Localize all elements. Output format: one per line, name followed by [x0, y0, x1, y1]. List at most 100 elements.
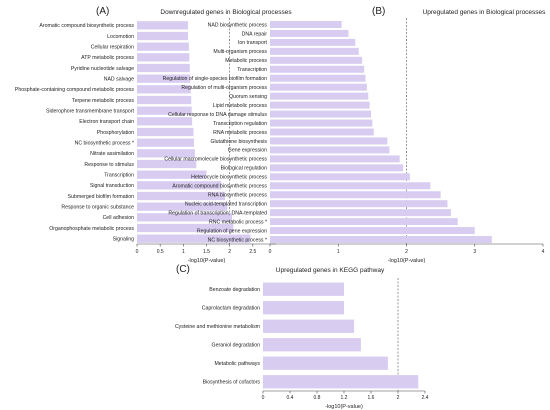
panel-b-label: (B)	[372, 6, 385, 17]
panel-b-bar	[270, 38, 356, 46]
panel-b-category-label: Regulation of single-species biofilm for…	[163, 76, 267, 82]
panel-a-x-tick-label: 1.5	[203, 249, 210, 255]
panel-b-x-tick-label: 2	[405, 249, 408, 255]
panel-b-bar	[270, 155, 400, 163]
panel-a-category-label: Transcription	[104, 172, 134, 178]
panel-b-bar	[270, 110, 372, 118]
panel-a-x-axis-title: -log10(P-value)	[188, 258, 226, 264]
panel-a-x-tick-label: 2.5	[249, 249, 256, 255]
panel-a-category-label: Aromatic compound biosynthetic process	[39, 23, 134, 29]
panel-c-x-tick-label: 0.4	[287, 395, 294, 401]
panel-b-category-label: RNA biosynthetic process	[208, 193, 268, 199]
panel-b-bar	[270, 209, 451, 217]
panel-b-bar	[270, 20, 342, 28]
panel-a-category-label: Signaling	[113, 236, 134, 242]
panel-b-category-label: Cellular response to DNA damage stimulus	[168, 112, 267, 118]
panel-a-bar	[137, 191, 226, 201]
panel-a-x-tick-label: 0.5	[157, 249, 164, 255]
panel-b-category-label: Aromatic compound biosynthetic process	[172, 184, 267, 190]
panel-c-bar	[263, 375, 419, 389]
panel-b-bar	[270, 29, 349, 37]
panel-c-title: Upregulated genes in KEGG pathway	[276, 267, 385, 274]
panel-c-x-axis-title: -log10(P-value)	[325, 404, 363, 410]
panel-b-upregulated-bp: (B) Upregulated genes in Biological proc…	[163, 6, 547, 264]
panel-a-bar	[137, 74, 191, 83]
panel-a-bar	[137, 181, 222, 190]
panel-b-bar	[270, 56, 363, 64]
panel-c-category-label: Metabolic pathways	[214, 361, 260, 367]
panel-b-category-label: NC biosynthetic process *	[208, 237, 267, 243]
panel-b-category-label: Quorum sensing	[229, 94, 267, 100]
panel-c-category-label: Caprolactam degradation	[202, 306, 260, 312]
panel-a-bar	[137, 85, 191, 94]
panel-b-category-label: NAD biosynthetic process	[208, 22, 268, 28]
panel-b-category-label: Regulation of multi-organism process	[181, 85, 267, 91]
panel-c-x-tick-label: 1.6	[368, 395, 375, 401]
panel-a-category-label: Cellular respiration	[91, 44, 134, 50]
panel-b-category-label: Regulation of gene expression	[197, 228, 267, 234]
panel-c-upregulated-kegg: (C) Upregulated genes in KEGG pathway Be…	[175, 264, 429, 410]
panel-a-category-label: Organophosphate metabolic process	[49, 226, 134, 232]
panel-b-bar	[270, 128, 374, 136]
panel-a-bar	[137, 223, 234, 233]
panel-a-bar	[137, 127, 194, 137]
panel-c-label: (C)	[176, 264, 190, 275]
panel-b-category-label: Transcription	[237, 67, 267, 73]
panel-a-bar	[137, 21, 188, 30]
panel-b-bar	[270, 164, 404, 172]
panel-a-category-label: Pyridine nucleotide salvage	[71, 66, 134, 72]
panel-a-category-label: ATP metabolic process	[81, 55, 134, 61]
panel-b-title: Upregulated genes in Biological processe…	[423, 9, 547, 16]
panel-b-category-label: Transcription regulation	[213, 121, 267, 127]
panel-b-bar	[270, 173, 410, 181]
panel-b-bar	[270, 74, 366, 82]
panel-a-bar	[137, 31, 188, 41]
panel-a-category-label: Terpene metabolic process	[72, 98, 134, 104]
panel-b-category-label: Metabolic process	[225, 58, 267, 64]
panel-a-category-label: NAD salvage	[104, 76, 134, 82]
panel-b-category-label: Nucleic acid-templated transcription	[185, 202, 267, 208]
panel-a-category-label: Nitrate assimilation	[90, 151, 134, 157]
panel-c-category-label: Geraniol degradation	[212, 343, 261, 349]
panel-b-x-tick-label: 1	[337, 249, 340, 255]
panel-b-category-label: Heterocycle biosynthetic process	[191, 175, 267, 181]
panel-b-bar	[270, 218, 458, 226]
panel-b-bar	[270, 119, 373, 127]
panel-b-bar	[270, 83, 367, 91]
panel-c-category-label: Cysteine and methionine metabolism	[175, 324, 260, 330]
panel-b-category-label: Regulation of transcription, DNA-templat…	[168, 210, 267, 216]
panel-a-category-label: Siderophore transmembrane transport	[46, 108, 135, 114]
panel-b-bar	[270, 191, 441, 199]
panel-c-bar	[263, 356, 388, 370]
panel-b-category-label: Gene expression	[228, 148, 267, 154]
panel-b-x-tick-label: 0	[269, 249, 272, 255]
panel-c-x-tick-label: 1.2	[341, 395, 348, 401]
panel-c-x-tick-label: 2.4	[422, 395, 429, 401]
panel-b-bar	[270, 101, 370, 109]
panel-b-x-axis-title: -log10(P-value)	[388, 258, 426, 264]
panel-b-bar	[270, 200, 448, 208]
panel-b-category-label: RNC metabolic process *	[209, 219, 267, 225]
panel-a-label: (A)	[96, 6, 109, 17]
panel-b-bar	[270, 182, 431, 190]
panel-c-bar	[263, 301, 344, 315]
panel-b-category-label: Multi-organism process	[213, 49, 267, 55]
panel-a-bar	[137, 170, 207, 179]
panel-a-bar	[137, 53, 190, 62]
panel-a-bar	[137, 202, 228, 211]
panel-a-x-tick-label: 1	[182, 249, 185, 255]
panel-c-x-tick-label: 0.8	[314, 395, 321, 401]
panel-c-bar	[263, 282, 344, 296]
panel-c-bar	[263, 338, 361, 352]
panel-b-category-label: Ion transport	[238, 40, 268, 46]
panel-a-category-label: Phosphate-containing compound metabolic …	[15, 87, 135, 93]
panel-a-category-label: Electron transport chain	[79, 119, 134, 125]
panel-b-category-label: Glutathione biosynthesis	[210, 139, 267, 145]
panel-a-bar	[137, 149, 195, 158]
panel-b-category-label: Biological regulation	[221, 166, 268, 172]
panel-a-bar	[137, 138, 194, 147]
panel-a-category-label: Cell adhesion	[103, 215, 135, 221]
panel-a-bar	[137, 117, 193, 126]
panel-a-category-label: Locomotion	[107, 34, 134, 40]
